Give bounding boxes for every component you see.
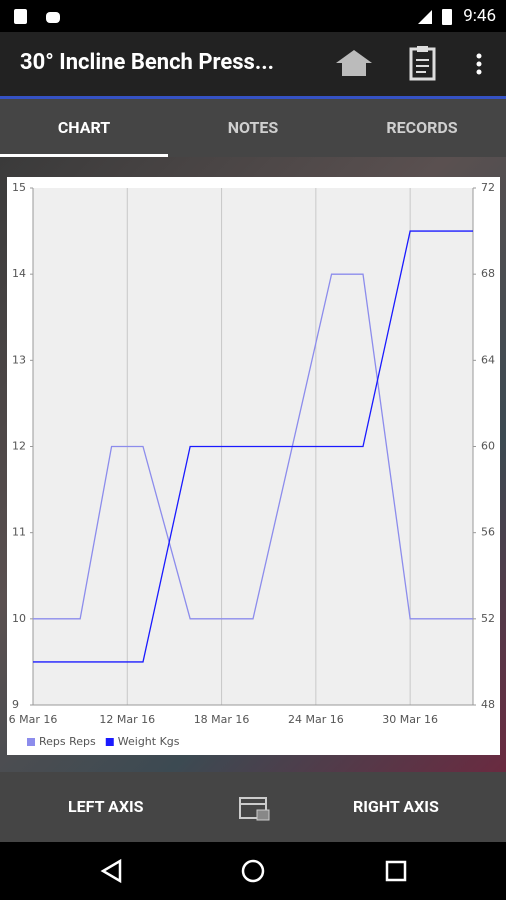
tab[interactable]: NOTES	[227, 118, 279, 137]
y-tick-label: 13	[12, 353, 26, 366]
bottom-bar: LEFT AXIS RIGHT AXIS	[0, 772, 506, 842]
status-icons	[14, 9, 60, 24]
y-tick-label: 11	[12, 526, 26, 539]
recents-button[interactable]	[385, 860, 407, 882]
signal-battery	[418, 9, 452, 25]
legend-label: Reps Reps	[39, 735, 96, 748]
y-tick-label: 12	[12, 440, 26, 453]
home-nav-button[interactable]	[241, 859, 265, 883]
y2-tick-label: 56	[481, 526, 495, 539]
app-bar: 30° Incline Bench Press...	[0, 32, 506, 99]
y-tick-label: 14	[12, 267, 26, 280]
x-tick-label: 6 Mar 16	[9, 713, 58, 726]
y-tick-label: 9	[12, 698, 19, 711]
x-tick-label: 30 Mar 16	[382, 713, 438, 726]
tab-bar: CHART NOTES RECORDS	[0, 99, 506, 157]
y2-tick-label: 64	[481, 353, 495, 366]
calendar-button[interactable]	[239, 794, 271, 822]
status-bar: 9:46	[0, 0, 506, 32]
app-title: 30° Incline Bench Press...	[20, 50, 274, 75]
nav-bar	[0, 842, 506, 900]
y2-tick-label: 72	[481, 181, 495, 194]
legend-label: Weight Kgs	[118, 735, 180, 748]
y-tick-label: 10	[12, 612, 26, 625]
clock: 9:46	[463, 6, 496, 26]
x-tick-label: 24 Mar 16	[288, 713, 344, 726]
y-tick-label: 15	[12, 181, 26, 194]
y2-tick-label: 60	[481, 440, 495, 453]
series-line	[33, 273, 473, 620]
y2-tick-label: 48	[481, 698, 495, 711]
y2-tick-label: 52	[481, 612, 495, 625]
x-tick-label: 18 Mar 16	[194, 713, 250, 726]
left-axis-button[interactable]: LEFT AXIS	[68, 797, 144, 816]
back-button[interactable]	[100, 858, 122, 884]
x-tick-label: 12 Mar 16	[99, 713, 155, 726]
notes-button[interactable]	[408, 44, 438, 82]
tab[interactable]: CHART	[57, 118, 111, 137]
chart-card: 6 Mar 16 12 Mar 16 18 Mar 16 24 Mar 16 30 Ma…	[7, 177, 500, 755]
right-axis-button[interactable]: RIGHT AXIS	[353, 797, 439, 816]
series-line	[33, 230, 473, 663]
tab-indicator	[0, 154, 168, 157]
legend-swatch	[105, 738, 114, 746]
y2-tick-label: 68	[481, 267, 495, 280]
legend-swatch	[27, 738, 35, 746]
chart: 6 Mar 16 12 Mar 16 18 Mar 16 24 Mar 16 30 Ma…	[9, 181, 495, 748]
nav-buttons	[100, 858, 407, 884]
menu-button[interactable]	[472, 52, 486, 78]
home-button[interactable]	[334, 48, 374, 80]
tab[interactable]: RECORDS	[386, 118, 458, 137]
